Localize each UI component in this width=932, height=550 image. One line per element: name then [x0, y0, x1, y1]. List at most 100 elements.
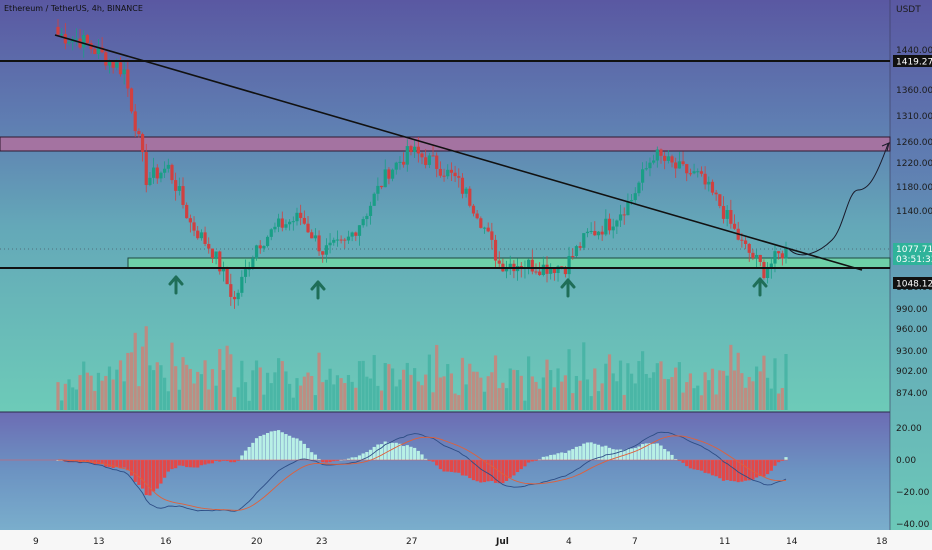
volume-bar	[288, 383, 292, 410]
macd-histogram-bar	[659, 445, 663, 460]
candle-body	[751, 252, 755, 259]
projection-path[interactable]	[787, 143, 889, 256]
candle-body	[652, 160, 656, 163]
volume-bar	[688, 373, 693, 410]
macd-histogram-bar	[280, 432, 284, 460]
volume-bar	[648, 377, 652, 410]
macd-histogram-bar	[670, 454, 674, 460]
candle-body	[343, 239, 347, 241]
volume-bar	[302, 376, 306, 410]
candle-body	[155, 167, 159, 179]
macd-histogram-bar	[258, 436, 262, 460]
macd-histogram-bar	[523, 460, 527, 467]
price-tick: 1360.00	[896, 86, 932, 96]
macd-histogram-bar	[174, 460, 178, 469]
candle-body	[280, 218, 284, 228]
volume-bar	[710, 368, 715, 410]
volume-bar	[133, 332, 137, 410]
price-tick: 1260.00	[896, 138, 932, 148]
macd-histogram-bar	[122, 460, 126, 468]
candle-body	[115, 62, 119, 68]
candle-body	[306, 223, 310, 233]
candle-body	[688, 173, 693, 175]
time-tick: 14	[786, 537, 798, 547]
candle-body	[310, 232, 314, 239]
volume-bar	[552, 387, 556, 410]
macd-histogram-bar	[758, 460, 762, 477]
volume-bar	[82, 361, 86, 410]
macd-histogram-bar	[637, 446, 641, 460]
macd-histogram-bar	[431, 460, 435, 462]
macd-histogram-bar	[648, 443, 652, 460]
volume-bar	[306, 372, 310, 410]
volume-bar	[310, 375, 314, 410]
last-price-badge	[893, 243, 932, 265]
candle-body	[82, 35, 86, 48]
macd-histogram-bar	[170, 460, 174, 470]
volume-bar	[251, 370, 255, 410]
candle-body	[148, 177, 152, 185]
resistance-zone[interactable]	[0, 136, 891, 152]
volume-bar	[670, 377, 674, 410]
candle-body	[626, 201, 630, 216]
macd-histogram-bar	[262, 434, 266, 460]
volume-bar	[240, 360, 244, 410]
macd-histogram-bar	[420, 454, 424, 460]
candle-body	[743, 240, 748, 244]
candle-body	[207, 243, 211, 249]
volume-bar	[151, 370, 156, 410]
volume-bar	[254, 360, 259, 410]
macd-histogram-bar	[405, 445, 409, 460]
volume-bar	[188, 368, 192, 410]
macd-histogram-bar	[243, 450, 248, 460]
candle-body	[357, 225, 362, 236]
candle-body	[563, 267, 567, 275]
volume-bar	[633, 383, 637, 410]
macd-histogram-bar	[527, 460, 531, 463]
macd-histogram-bar	[607, 447, 612, 460]
volume-bar	[449, 373, 454, 410]
volume-bar	[736, 352, 740, 410]
candle-body	[60, 34, 64, 36]
macd-histogram-bar	[629, 448, 634, 460]
volume-bar	[519, 375, 523, 410]
volume-bar	[582, 342, 586, 410]
volume-bar	[578, 380, 582, 410]
macd-histogram-bar	[115, 460, 119, 468]
candle-body	[394, 162, 398, 170]
macd-histogram-bar	[104, 460, 108, 467]
macd-histogram-bar	[762, 460, 766, 477]
candle-body	[328, 242, 332, 246]
volume-bar	[354, 387, 358, 410]
descending-trendline[interactable]	[54, 34, 863, 271]
price-tick: 1440.00	[896, 46, 932, 56]
candle-body	[56, 26, 60, 35]
volume-bar	[361, 360, 365, 410]
candle-body	[299, 212, 303, 218]
candle-body	[100, 47, 104, 53]
volume-bar	[357, 361, 362, 410]
candle-body	[780, 253, 784, 259]
volume-bar	[718, 370, 722, 410]
time-tick: 23	[316, 537, 327, 547]
volume-bar	[567, 349, 571, 410]
volume-bar	[482, 391, 487, 410]
volume-bar	[299, 385, 303, 410]
volume-bar	[343, 383, 347, 410]
candle-body	[710, 181, 715, 193]
volume-bar	[100, 380, 104, 410]
volume-bar	[163, 377, 167, 410]
candle-body	[784, 249, 788, 259]
candle-body	[482, 227, 487, 229]
candle-body	[754, 254, 759, 259]
price-tick: 1310.00	[896, 112, 932, 122]
macd-histogram-bar	[604, 445, 608, 460]
macd-histogram-bar	[453, 460, 457, 473]
macd-histogram-bar	[732, 460, 737, 482]
candle-body	[284, 224, 288, 228]
volume-bar	[104, 375, 108, 410]
volume-bar	[527, 356, 531, 410]
price-tick: 1140.00	[896, 207, 932, 217]
